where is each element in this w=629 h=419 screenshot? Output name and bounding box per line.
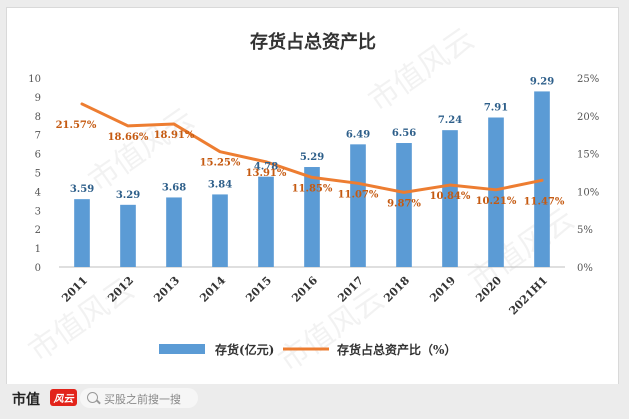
- line-label: 9.87%: [387, 198, 421, 209]
- bar-label: 3.59: [70, 184, 94, 195]
- bar: [212, 194, 228, 267]
- right-axis-tick: 10%: [577, 187, 599, 198]
- bar-label: 6.49: [346, 129, 370, 140]
- bar: [120, 204, 136, 267]
- watermark-text: 市值风云: [462, 201, 580, 298]
- line-label: 18.91%: [154, 130, 195, 141]
- search-icon: [87, 392, 98, 403]
- line-labels: 21.57% 18.66% 18.91% 15.25% 13.91% 11.85% 11.0…: [56, 120, 565, 209]
- brand-name: 市值: [12, 392, 40, 408]
- left-axis-tick: 5: [35, 169, 41, 180]
- watermark-text: 市值风云: [362, 21, 480, 118]
- search-placeholder: 买股之前搜一搜: [104, 393, 181, 406]
- bar: [166, 197, 182, 267]
- x-tick-label: 2021H1: [507, 274, 551, 318]
- bar: [396, 143, 412, 267]
- line-label: 15.25%: [200, 158, 241, 169]
- right-axis-tick: 5%: [577, 225, 593, 236]
- right-axis-tick: 0%: [577, 263, 593, 274]
- bar: [488, 117, 504, 267]
- bar-label: 3.84: [208, 179, 232, 190]
- legend: 存货(亿元) 存货占总资产比（%）: [159, 342, 456, 357]
- left-axis-tick: 10: [28, 74, 41, 85]
- line-label: 21.57%: [56, 120, 97, 131]
- bar-label: 7.24: [438, 115, 462, 126]
- left-axis-tick: 7: [35, 131, 41, 142]
- right-axis-tick: 15%: [577, 150, 599, 161]
- legend-line-label: 存货占总资产比（%）: [336, 342, 456, 357]
- x-tick-label: 2014: [197, 274, 228, 305]
- right-axis: 0% 5% 10% 15% 20% 25%: [577, 74, 599, 274]
- bar: [442, 130, 458, 267]
- left-axis-tick: 3: [35, 206, 41, 217]
- left-axis-tick: 9: [35, 93, 41, 104]
- left-axis-tick: 8: [35, 112, 41, 123]
- right-axis-tick: 25%: [577, 74, 599, 85]
- bar-label: 3.68: [162, 182, 186, 193]
- bar-label: 7.91: [484, 103, 508, 114]
- left-axis-tick: 1: [35, 244, 41, 255]
- line-label: 11.85%: [292, 183, 333, 194]
- bar-label: 3.29: [116, 190, 140, 201]
- bar-series: [74, 91, 550, 267]
- left-axis-tick: 0: [35, 263, 41, 274]
- legend-bar-label: 存货(亿元): [214, 342, 274, 357]
- bar-label: 6.56: [392, 128, 416, 139]
- x-tick-label: 2018: [381, 274, 412, 305]
- bar-label: 4.78: [254, 162, 278, 173]
- left-axis-tick: 2: [35, 225, 41, 236]
- bar-label: 5.29: [300, 152, 324, 163]
- bar: [258, 176, 274, 267]
- right-axis-tick: 20%: [577, 112, 599, 123]
- line-label: 10.21%: [476, 196, 517, 207]
- bar: [304, 167, 320, 267]
- bar-label: 9.29: [530, 76, 554, 87]
- line-label: 18.66%: [108, 132, 149, 143]
- bar: [74, 199, 90, 267]
- x-tick-label: 2019: [427, 274, 458, 305]
- bar-labels: 3.59 3.29 3.68 3.84 4.78 5.29 6.49 6.56 7.24 7.91…: [70, 76, 554, 200]
- left-axis: 0 1 2 3 4 5 6 7 8 9 10: [28, 74, 41, 274]
- x-tick-label: 2013: [151, 274, 182, 305]
- line-series: [80, 102, 544, 194]
- line-label: 11.07%: [338, 189, 379, 200]
- left-axis-tick: 6: [35, 150, 41, 161]
- line-label: 13.91%: [246, 168, 287, 179]
- left-axis-tick: 4: [35, 187, 41, 198]
- bar: [350, 144, 366, 267]
- x-tick-label: 2016: [289, 274, 320, 305]
- brand-logo: 风云: [50, 389, 77, 406]
- search-box[interactable]: 买股之前搜一搜: [80, 388, 198, 408]
- x-tick-label: 2015: [243, 274, 274, 305]
- line-label: 10.84%: [430, 191, 471, 202]
- line-label: 11.47%: [524, 196, 565, 207]
- footer-bar: 市值 风云 买股之前搜一搜: [0, 384, 629, 419]
- legend-bar-swatch: [159, 344, 205, 354]
- chart-title: 存货占总资产比: [250, 31, 376, 53]
